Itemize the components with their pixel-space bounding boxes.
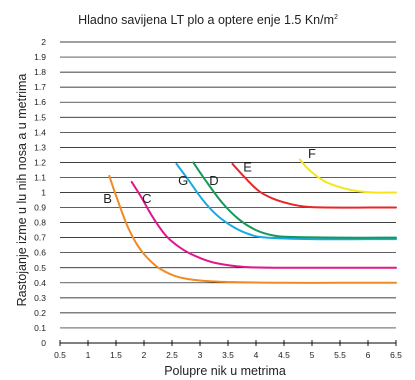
series-line-f — [298, 158, 397, 194]
series-line-g — [175, 162, 397, 241]
y-tick-label: 0.4 — [34, 278, 46, 288]
y-tick-label: 1.3 — [34, 142, 46, 152]
y-tick-label: 1.7 — [34, 82, 46, 92]
y-tick-label: 0.2 — [34, 308, 46, 318]
y-tick-label: 0.3 — [34, 293, 46, 303]
x-tick-label: 2.5 — [166, 350, 178, 360]
series — [108, 158, 397, 284]
axes: 0 0.1 0.2 0.3 0.4 0.5 0.6 0.7 0.8 0.9 1 1.1 1.2 1.3 1.… — [34, 37, 402, 360]
y-tick-label: 0.7 — [34, 233, 46, 243]
series-label-b: B — [103, 191, 112, 206]
x-tick-label: 1 — [86, 350, 91, 360]
x-tick-label: 5 — [310, 350, 315, 360]
y-tick-label: 2 — [41, 37, 46, 47]
y-tick-label: 0.6 — [34, 248, 46, 258]
y-tick-label: 1.8 — [34, 67, 46, 77]
y-tick-label: 0.1 — [34, 323, 46, 333]
series-line-c — [130, 180, 397, 269]
y-tick-label: 1.2 — [34, 157, 46, 167]
x-tick-label: 1.5 — [110, 350, 122, 360]
y-axis-label: Rastojanje izme u lu nih nosa a u metrim… — [15, 74, 29, 307]
y-tick-label: 1.6 — [34, 97, 46, 107]
y-tick-label: 0.8 — [34, 218, 46, 228]
x-tick-label: 3.5 — [222, 350, 234, 360]
y-tick-label: 1.5 — [34, 112, 46, 122]
x-tick-label: 4.5 — [278, 350, 290, 360]
y-tick-label: 0.9 — [34, 203, 46, 213]
x-tick-label: 2 — [142, 350, 147, 360]
x-tick-label: 6.5 — [390, 350, 402, 360]
series-label-f: F — [308, 146, 316, 161]
series-label-e: E — [243, 159, 252, 174]
x-tick-label: 3 — [198, 350, 203, 360]
series-line-d — [192, 161, 397, 239]
x-tick-label: 0.5 — [54, 350, 66, 360]
series-line-b — [108, 174, 397, 284]
gridlines — [60, 41, 396, 329]
y-tick-label: 1.4 — [34, 127, 46, 137]
series-label-d: D — [209, 173, 218, 188]
y-tick-label: 0.5 — [34, 263, 46, 273]
series-label-c: C — [142, 191, 151, 206]
series-label-g: G — [178, 173, 188, 188]
y-tick-label: 1.9 — [34, 52, 46, 62]
x-tick-label: 4 — [254, 350, 259, 360]
y-tick-label: 1 — [41, 188, 46, 198]
chart-title: Hladno savijena LT plo a optere enje 1.5… — [78, 13, 338, 27]
x-tick-label: 5.5 — [334, 350, 346, 360]
x-axis-label: Polupre nik u metrima — [164, 364, 286, 378]
x-tick-label: 6 — [366, 350, 371, 360]
series-labels: B C G D E F — [103, 146, 316, 206]
series-line-e — [231, 162, 397, 209]
y-tick-label: 1.1 — [34, 172, 46, 182]
y-tick-label: 0 — [41, 338, 46, 348]
